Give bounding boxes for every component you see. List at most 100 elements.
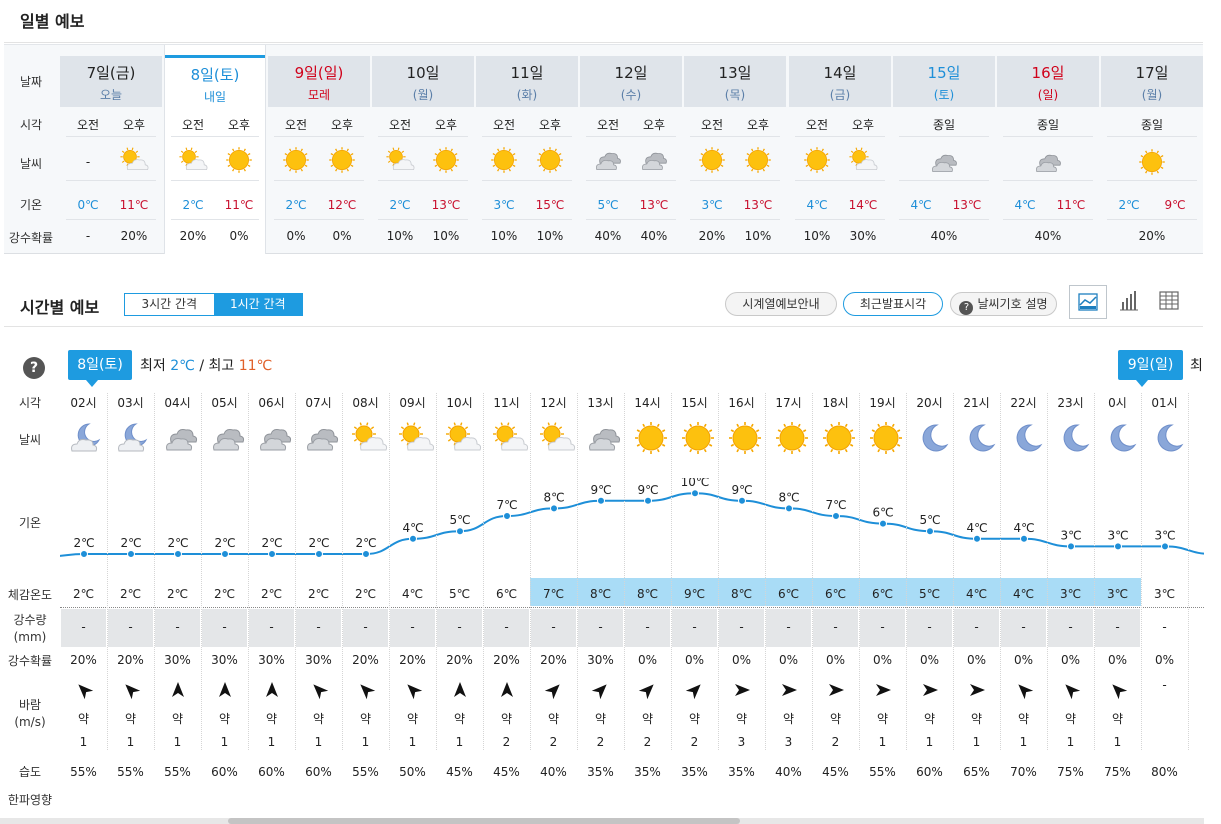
row-divider — [378, 219, 468, 220]
wind-speed: 2 — [643, 735, 652, 749]
humidity: 65% — [963, 765, 990, 779]
hourly-label-temp: 기온 — [18, 516, 42, 530]
am-weather-icon — [377, 144, 423, 184]
column-divider — [530, 393, 531, 750]
daily-forecast-title: 일별 예보 — [20, 12, 85, 31]
feels-temp: 2℃ — [307, 587, 330, 601]
row-divider — [274, 136, 364, 137]
day-column[interactable]: 15일 (토) 종일 4℃ 13℃ 40% — [893, 45, 995, 254]
feels-temp: 4℃ — [401, 587, 424, 601]
precip-prob: 20% — [493, 653, 520, 667]
temperature-point — [691, 489, 699, 498]
hourly-label-weather: 날씨 — [18, 433, 42, 447]
row-divider — [171, 219, 259, 220]
day-column[interactable]: 17일 (월) 종일 2℃ 9℃ 20% — [1101, 45, 1203, 254]
day-header[interactable]: 17일 (월) — [1101, 56, 1203, 107]
column-divider — [1094, 393, 1095, 750]
day-column[interactable]: 14일 (금) 오전 10% 오후 30% 4℃ 14℃ — [789, 45, 891, 254]
latest-release-button[interactable]: 최근발표시각 — [843, 292, 943, 316]
horizontal-scrollbar[interactable] — [0, 818, 1204, 824]
humidity: 45% — [446, 765, 473, 779]
help-icon[interactable]: ? — [23, 357, 45, 379]
am-precip: 20% — [698, 229, 726, 243]
max-temp: 11℃ — [1056, 198, 1086, 212]
tab-3-hour[interactable]: 3시간 간격 — [125, 294, 214, 315]
day-header[interactable]: 15일 (토) — [893, 56, 995, 107]
line-chart-view-button[interactable] — [1069, 285, 1107, 319]
sun-cloud-icon — [392, 418, 439, 458]
pm-label: 오후 — [642, 118, 666, 132]
temperature-point — [926, 527, 934, 536]
pm-weather-icon — [840, 144, 886, 184]
wind-strength: 약 — [594, 712, 607, 726]
sun-cloud-icon — [533, 418, 580, 458]
day-column[interactable]: 9일(일) 모레 오전 0% 오후 0% 2℃ 12℃ — [268, 45, 370, 254]
day-date: 9일(일) — [294, 64, 344, 82]
feels-temp: 6℃ — [871, 587, 894, 601]
rain-amount: - — [363, 620, 368, 634]
cloudy-icon — [157, 418, 204, 458]
precip-prob: 20% — [399, 653, 426, 667]
temperature-label: 3℃ — [1060, 528, 1081, 542]
precip-prob: 20% — [446, 653, 473, 667]
rain-amount: - — [598, 620, 603, 634]
scrollbar-thumb[interactable] — [228, 818, 740, 824]
column-divider — [248, 393, 249, 750]
hour-label: 11시 — [493, 396, 520, 410]
row-divider — [274, 219, 364, 220]
rain-cell-bg — [1001, 609, 1046, 647]
am-precip: 10% — [803, 229, 831, 243]
day-header[interactable]: 16일 (일) — [997, 56, 1099, 107]
day-date: 8일(토) — [190, 66, 240, 84]
humidity: 55% — [352, 765, 379, 779]
day-header[interactable]: 9일(일) 모레 — [268, 56, 370, 107]
day-header[interactable]: 13일 (목) — [684, 56, 786, 107]
day-column[interactable]: 7일(금) 오늘 오전 - - 오후 20% 0℃ 11℃ — [60, 45, 162, 254]
row-divider — [1107, 219, 1197, 220]
tab-1-hour[interactable]: 1시간 간격 — [213, 294, 302, 315]
precip-prob: 0% — [872, 653, 893, 667]
day-column[interactable]: 8일(토) 내일 오전 20% 오후 0% 2℃ 11℃ — [164, 45, 266, 254]
rain-amount: - — [175, 620, 180, 634]
day-header[interactable]: 11일 (화) — [476, 56, 578, 107]
feels-temp: 8℃ — [730, 587, 753, 601]
day-header[interactable]: 7일(금) 오늘 — [60, 56, 162, 107]
temperature-label: 2℃ — [355, 536, 376, 550]
hour-label: 23시 — [1057, 396, 1084, 410]
day-column[interactable]: 12일 (수) 오전 40% 오후 40% 5℃ 13℃ — [580, 45, 682, 254]
bar-chart-view-button[interactable] — [1111, 285, 1149, 319]
table-view-button[interactable] — [1151, 285, 1189, 319]
day-column[interactable]: 16일 (일) 종일 4℃ 11℃ 40% — [997, 45, 1099, 254]
day-column[interactable]: 10일 (월) 오전 10% 오후 10% 2℃ 13℃ — [372, 45, 474, 254]
moon-icon — [1097, 418, 1144, 458]
hour-label: 18시 — [822, 396, 849, 410]
column-divider — [389, 393, 390, 750]
sun-icon — [815, 418, 862, 458]
day-header[interactable]: 8일(토) 내일 — [165, 55, 265, 106]
am-weather-icon — [794, 144, 840, 184]
max-temp: 11℃ — [224, 198, 254, 212]
day-header[interactable]: 14일 (금) — [789, 56, 891, 107]
timeseries-guide-button[interactable]: 시계열예보안내 — [725, 292, 837, 316]
pm-label: 오후 — [851, 118, 875, 132]
hourly-label-wind: 바람 (m/s) — [0, 697, 60, 731]
day-header[interactable]: 12일 (수) — [580, 56, 682, 107]
rain-cell-bg — [1095, 609, 1140, 647]
hour-label: 06시 — [258, 396, 285, 410]
humidity: 55% — [70, 765, 97, 779]
temperature-label: 9℃ — [731, 483, 752, 497]
pm-label: 오후 — [538, 118, 562, 132]
temperature-point — [456, 527, 464, 536]
hour-label: 17시 — [775, 396, 802, 410]
day-header[interactable]: 10일 (월) — [372, 56, 474, 107]
pm-precip: 10% — [432, 229, 460, 243]
day-column[interactable]: 13일 (목) 오전 20% 오후 10% 3℃ 13℃ — [684, 45, 786, 254]
rain-cell-bg — [390, 609, 435, 647]
hour-label: 04시 — [164, 396, 191, 410]
row-divider — [1003, 219, 1093, 220]
hour-label: 10시 — [446, 396, 473, 410]
wind-speed: 2 — [502, 735, 511, 749]
day-column[interactable]: 11일 (화) 오전 10% 오후 10% 3℃ 15℃ — [476, 45, 578, 254]
weather-symbols-button[interactable]: ? 날씨기호 설명 — [950, 292, 1057, 316]
row-divider — [899, 219, 989, 220]
